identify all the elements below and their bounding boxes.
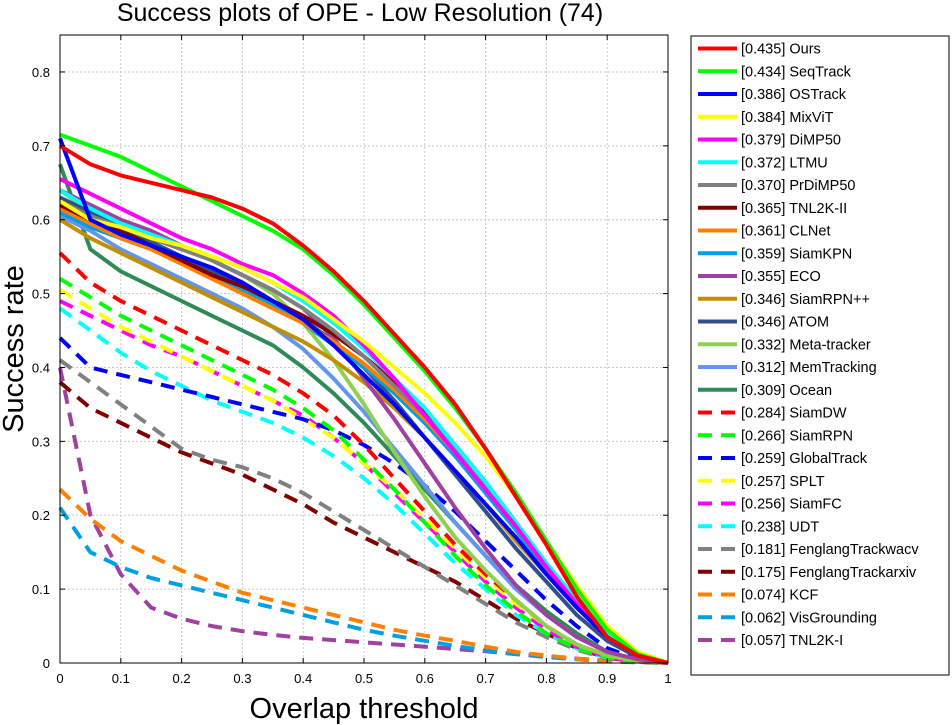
y-tick-label: 0.3 <box>32 434 50 449</box>
legend-entry: [0.074] KCF <box>741 588 819 604</box>
legend-entry: [0.346] SiamRPN++ <box>741 292 870 308</box>
y-tick-label: 0.2 <box>32 508 50 523</box>
x-tick-label: 0.1 <box>112 671 130 686</box>
x-tick-label: 0 <box>56 671 63 686</box>
legend-entry: [0.062] VisGrounding <box>741 610 877 626</box>
legend-entry: [0.379] DiMP50 <box>741 133 841 149</box>
legend-entry: [0.386] OSTrack <box>741 87 847 103</box>
legend: [0.435] Ours [0.434] SeqTrack [0.386] OSTr… <box>690 35 950 676</box>
series-line-ocean <box>58 163 669 665</box>
x-tick-labels: 0 0.1 0.2 0.3 0.4 0.5 0.6 0.7 0.8 0.9 1 <box>56 35 672 686</box>
legend-entry: [0.361] CLNet <box>741 224 830 240</box>
legend-entry: [0.370] PrDiMP50 <box>741 178 855 194</box>
legend-entry: [0.355] ECO <box>741 269 821 285</box>
legend-entry: [0.434] SeqTrack <box>741 64 852 80</box>
legend-entry: [0.256] SiamFC <box>741 497 842 513</box>
x-tick-label: 0.6 <box>416 671 434 686</box>
legend-entry: [0.359] SiamKPN <box>741 246 852 262</box>
x-tick-label: 0.7 <box>477 671 495 686</box>
x-tick-label: 0.4 <box>294 671 312 686</box>
series-line-fenglangtrackarxiv <box>58 380 669 665</box>
series-line-udt <box>58 306 669 665</box>
legend-entry: [0.238] UDT <box>741 519 819 535</box>
x-tick-label: 0.2 <box>173 671 191 686</box>
series-lines <box>58 132 669 665</box>
series-line-eco <box>59 188 669 665</box>
series-line-kcf <box>58 487 669 665</box>
chart-title: Success plots of OPE - Low Resolution (7… <box>117 0 603 27</box>
legend-entry: [0.372] LTMU <box>741 155 828 171</box>
series-line-ltmu <box>58 188 669 665</box>
legend-entry: [0.435] Ours <box>741 42 821 58</box>
x-tick-label: 0.8 <box>537 671 555 686</box>
y-tick-label: 0.8 <box>32 65 50 80</box>
series-line-ostrack <box>58 137 669 665</box>
x-tick-label: 1 <box>664 671 671 686</box>
legend-entry: [0.259] GlobalTrack <box>741 451 868 467</box>
series-line-siamrpn <box>58 277 669 665</box>
y-tick-label: 0.1 <box>32 582 50 597</box>
series-line-ours <box>58 144 669 665</box>
legend-entry: [0.365] TNL2K-II <box>741 201 847 217</box>
y-tick-label: 0.7 <box>32 139 50 154</box>
legend-entry: [0.284] SiamDW <box>741 406 847 422</box>
legend-entry: [0.312] MemTracking <box>741 360 877 376</box>
y-tick-label: 0.4 <box>32 360 50 375</box>
y-tick-label: 0.6 <box>32 213 50 228</box>
x-tick-label: 0.9 <box>598 671 616 686</box>
series-line-dimp50 <box>59 177 669 665</box>
y-tick-labels: 0 0.1 0.2 0.3 0.4 0.5 0.6 0.7 0.8 <box>32 65 668 671</box>
y-axis-label: Success rate <box>0 265 30 433</box>
series-line-fenglangtrackwacv <box>58 358 669 665</box>
legend-entry: [0.257] SPLT <box>741 474 825 490</box>
x-tick-label: 0.5 <box>355 671 373 686</box>
x-tick-label: 0.3 <box>233 671 251 686</box>
legend-box <box>690 35 950 676</box>
legend-entry: [0.384] MixViT <box>741 110 834 126</box>
series-line-splt <box>58 288 669 665</box>
series-line-globaltrack <box>58 336 669 665</box>
legend-entry: [0.346] ATOM <box>741 315 829 331</box>
y-tick-label: 0 <box>43 656 50 671</box>
legend-entry: [0.057] TNL2K-I <box>741 633 843 649</box>
y-tick-label: 0.5 <box>32 287 50 302</box>
legend-entry: [0.332] Meta-tracker <box>741 337 871 353</box>
legend-entry: [0.181] FenglangTrackwacv <box>741 542 919 558</box>
x-axis-label: Overlap threshold <box>250 693 479 725</box>
legend-entry: [0.309] Ocean <box>741 383 832 399</box>
legend-entry: [0.175] FenglangTrackarxiv <box>741 565 917 581</box>
series-line-seqtrack <box>59 132 669 665</box>
series-line-siamdw <box>58 251 669 665</box>
legend-entry: [0.266] SiamRPN <box>741 428 853 444</box>
